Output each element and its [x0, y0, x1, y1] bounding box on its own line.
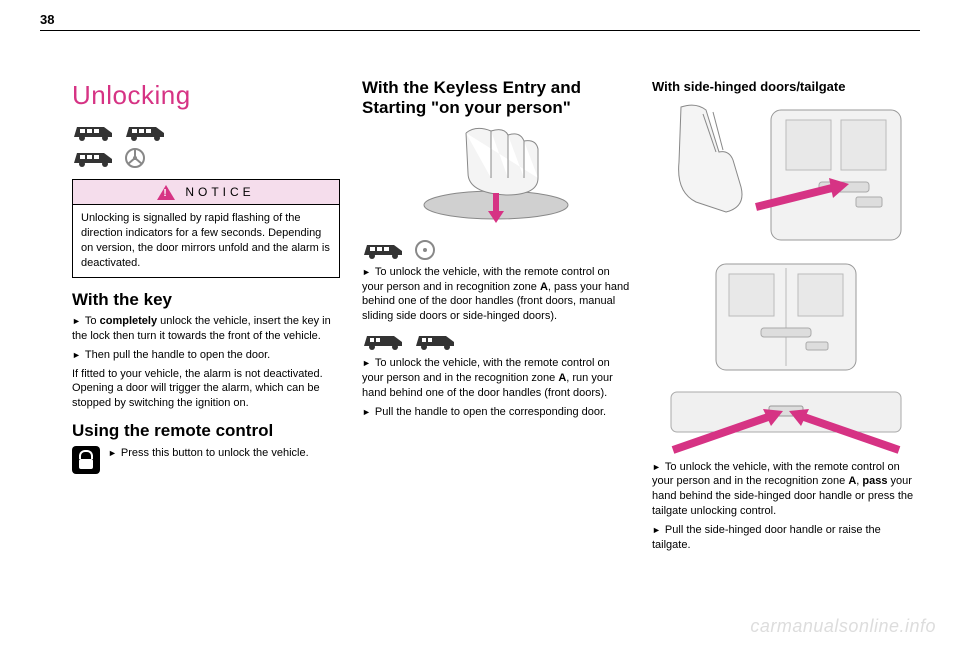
van-icons-row-3 — [362, 239, 630, 261]
notice-header: NOTICE — [73, 180, 339, 205]
column-3: With side-hinged doors/tailgate — [652, 78, 920, 619]
remote-line: Press this button to unlock the vehicle. — [72, 446, 340, 474]
columns: Unlocking NOTICE Unlocking is signalled … — [72, 78, 920, 619]
tailgate-illustration — [652, 384, 920, 454]
rear-door-hand-illustration — [652, 102, 920, 252]
steering-wheel-icon — [124, 147, 146, 169]
with-key-note: If fitted to your vehicle, the alarm is … — [72, 367, 340, 412]
van-icon — [414, 330, 458, 352]
page-number: 38 — [40, 12, 54, 27]
van-icon — [72, 121, 116, 143]
keyless-step-2: To unlock the vehicle, with the remote c… — [362, 356, 630, 401]
van-icons-row-2 — [72, 147, 340, 169]
van-icon — [362, 239, 406, 261]
column-2: With the Keyless Entry and Starting "on … — [362, 78, 630, 619]
keyless-title: With the Keyless Entry and Starting "on … — [362, 78, 630, 119]
section-with-key-title: With the key — [72, 290, 340, 310]
van-icons-row-4 — [362, 330, 630, 352]
van-icon — [124, 121, 168, 143]
side-hinged-step-2: Pull the side-hinged door handle or rais… — [652, 523, 920, 553]
remote-step-1: Press this button to unlock the vehicle. — [108, 446, 340, 461]
side-hinged-title: With side-hinged doors/tailgate — [652, 78, 920, 96]
with-key-step-2: Then pull the handle to open the door. — [72, 348, 340, 363]
section-remote-title: Using the remote control — [72, 421, 340, 441]
rear-doors-illustration — [652, 258, 920, 378]
keyless-step-1: To unlock the vehicle, with the remote c… — [362, 265, 630, 324]
van-icon — [362, 330, 406, 352]
steering-wheel-icon — [414, 239, 436, 261]
hand-handle-illustration — [362, 123, 630, 233]
warning-triangle-icon — [157, 185, 175, 200]
watermark: carmanualsonline.info — [750, 616, 936, 637]
page-title: Unlocking — [72, 78, 340, 113]
notice-body: Unlocking is signalled by rapid flashing… — [73, 205, 339, 276]
notice-box: NOTICE Unlocking is signalled by rapid f… — [72, 179, 340, 278]
keyless-step-3: Pull the handle to open the correspondin… — [362, 405, 630, 420]
notice-label: NOTICE — [185, 184, 254, 200]
van-icons-row-1 — [72, 121, 340, 143]
top-rule — [40, 30, 920, 31]
van-icon — [72, 147, 116, 169]
unlock-button-icon — [72, 446, 100, 474]
column-1: Unlocking NOTICE Unlocking is signalled … — [72, 78, 340, 619]
with-key-step-1: To completely unlock the vehicle, insert… — [72, 314, 340, 344]
side-hinged-step-1: To unlock the vehicle, with the remote c… — [652, 460, 920, 519]
